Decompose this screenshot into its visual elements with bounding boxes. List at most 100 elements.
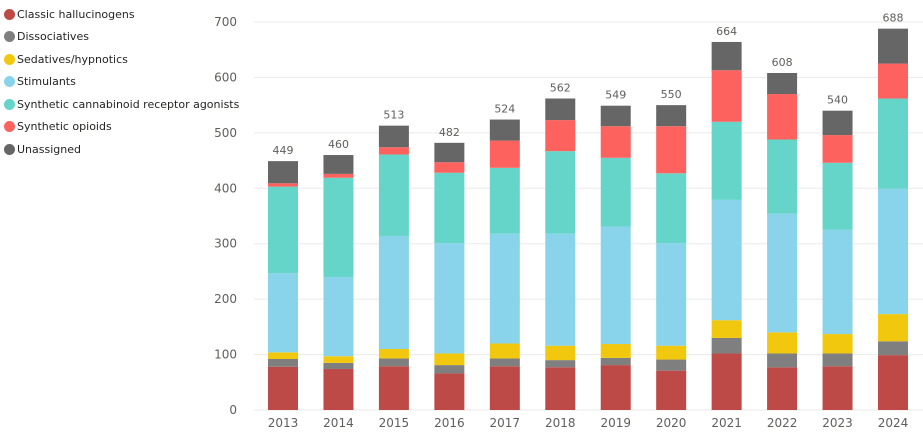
bar-segment[interactable] bbox=[656, 370, 687, 410]
bar-segment[interactable] bbox=[656, 359, 687, 371]
bar-segment[interactable] bbox=[767, 72, 798, 95]
legend-label: Synthetic opioids bbox=[17, 120, 112, 134]
bar-segment[interactable] bbox=[268, 366, 298, 410]
bar-segment[interactable] bbox=[878, 314, 908, 342]
bar-segment[interactable] bbox=[711, 70, 742, 122]
legend-item[interactable]: Classic hallucinogens bbox=[4, 3, 239, 26]
bar-segment[interactable] bbox=[268, 186, 298, 274]
bar-segment[interactable] bbox=[656, 126, 687, 174]
bar-segment[interactable] bbox=[378, 366, 409, 410]
total-label: 513 bbox=[383, 109, 404, 122]
bar-segment[interactable] bbox=[545, 120, 576, 152]
bar-segment[interactable] bbox=[434, 162, 465, 173]
bar-segment[interactable] bbox=[268, 352, 298, 360]
bar-segment[interactable] bbox=[656, 105, 687, 127]
bar-segment[interactable] bbox=[434, 172, 465, 244]
bar-segment[interactable] bbox=[323, 356, 354, 363]
bar-segment[interactable] bbox=[545, 233, 576, 346]
bar-segment[interactable] bbox=[378, 154, 409, 236]
bar-segment[interactable] bbox=[711, 121, 742, 200]
y-axis: 0 100 200 300 400 500 600 700 bbox=[214, 15, 237, 417]
bar-segment[interactable] bbox=[545, 151, 576, 234]
bar-segment[interactable] bbox=[268, 183, 298, 187]
bar-segment[interactable] bbox=[878, 188, 908, 315]
bar-segment[interactable] bbox=[822, 229, 853, 335]
bar-segment[interactable] bbox=[600, 126, 631, 158]
bar-segment[interactable] bbox=[600, 226, 631, 345]
bar-segment[interactable] bbox=[767, 94, 798, 140]
bar-segment[interactable] bbox=[711, 320, 742, 338]
legend-item[interactable]: Stimulants bbox=[4, 71, 239, 94]
bar-segment[interactable] bbox=[434, 243, 465, 354]
bar-segment[interactable] bbox=[489, 343, 520, 359]
bar-segment[interactable] bbox=[489, 233, 520, 344]
bar-segment[interactable] bbox=[489, 167, 520, 234]
bar-segment[interactable] bbox=[323, 155, 354, 174]
bar-segment[interactable] bbox=[822, 162, 853, 230]
bar-segment[interactable] bbox=[323, 177, 354, 277]
bar-segment[interactable] bbox=[878, 355, 908, 410]
y-tick-label: 400 bbox=[214, 181, 237, 195]
bar-segment[interactable] bbox=[878, 63, 908, 99]
bar-segment[interactable] bbox=[434, 353, 465, 366]
bar-segment[interactable] bbox=[545, 345, 576, 361]
bar-segment[interactable] bbox=[434, 365, 465, 374]
bar-segment[interactable] bbox=[767, 213, 798, 333]
y-tick-label: 200 bbox=[214, 292, 237, 306]
bar-segment[interactable] bbox=[878, 98, 908, 189]
bar-segment[interactable] bbox=[711, 353, 742, 410]
bar-segment[interactable] bbox=[656, 243, 687, 346]
bar-segment[interactable] bbox=[323, 368, 354, 410]
bar-segment[interactable] bbox=[822, 353, 853, 367]
bar-segment[interactable] bbox=[822, 110, 853, 136]
bar-segment[interactable] bbox=[378, 235, 409, 350]
bar-segment[interactable] bbox=[600, 344, 631, 358]
bar-segment[interactable] bbox=[268, 359, 298, 367]
bar-segment[interactable] bbox=[767, 139, 798, 214]
x-tick-label: 2013 bbox=[268, 416, 299, 430]
bar-segment[interactable] bbox=[378, 358, 409, 367]
bar-segment[interactable] bbox=[656, 173, 687, 244]
bar-segment[interactable] bbox=[600, 365, 631, 410]
bar-segment[interactable] bbox=[822, 135, 853, 163]
legend-item[interactable]: Dissociatives bbox=[4, 26, 239, 49]
bar-segment[interactable] bbox=[378, 349, 409, 359]
bar-segment[interactable] bbox=[767, 332, 798, 354]
legend-item[interactable]: Synthetic opioids bbox=[4, 116, 239, 139]
total-label: 549 bbox=[605, 89, 626, 102]
y-tick-label: 500 bbox=[214, 126, 237, 140]
legend-item[interactable]: Unassigned bbox=[4, 138, 239, 161]
bar-segment[interactable] bbox=[268, 161, 298, 184]
bar-segment[interactable] bbox=[323, 276, 354, 357]
bar-segment[interactable] bbox=[545, 367, 576, 410]
bar-segment[interactable] bbox=[378, 147, 409, 155]
bar-segment[interactable] bbox=[878, 341, 908, 356]
bar-segment[interactable] bbox=[268, 273, 298, 353]
bar-segment[interactable] bbox=[434, 142, 465, 163]
bar-segment[interactable] bbox=[489, 140, 520, 168]
bar-segment[interactable] bbox=[711, 337, 742, 354]
bar-segment[interactable] bbox=[323, 362, 354, 369]
legend-item[interactable]: Sedatives/hypnotics bbox=[4, 48, 239, 71]
legend-item[interactable]: Synthetic cannabinoid receptor agonists bbox=[4, 93, 239, 116]
bar-segment[interactable] bbox=[545, 98, 576, 121]
bar-segment[interactable] bbox=[489, 358, 520, 367]
bar-segment[interactable] bbox=[878, 28, 908, 64]
bar-segment[interactable] bbox=[600, 157, 631, 227]
bar-segment[interactable] bbox=[767, 353, 798, 368]
legend-marker-icon bbox=[4, 76, 15, 88]
bar-segment[interactable] bbox=[600, 357, 631, 366]
bar-segment[interactable] bbox=[378, 125, 409, 148]
bar-segment[interactable] bbox=[711, 41, 742, 71]
bar-segment[interactable] bbox=[489, 119, 520, 141]
bar-segment[interactable] bbox=[767, 367, 798, 410]
bar-segment[interactable] bbox=[489, 366, 520, 410]
bar-segment[interactable] bbox=[822, 366, 853, 410]
bar-segment[interactable] bbox=[600, 105, 631, 127]
bar-segment[interactable] bbox=[656, 345, 687, 360]
bar-segment[interactable] bbox=[545, 360, 576, 368]
bar-segment[interactable] bbox=[323, 173, 354, 178]
bar-segment[interactable] bbox=[711, 199, 742, 321]
bar-segment[interactable] bbox=[822, 334, 853, 354]
bar-segment[interactable] bbox=[434, 373, 465, 410]
